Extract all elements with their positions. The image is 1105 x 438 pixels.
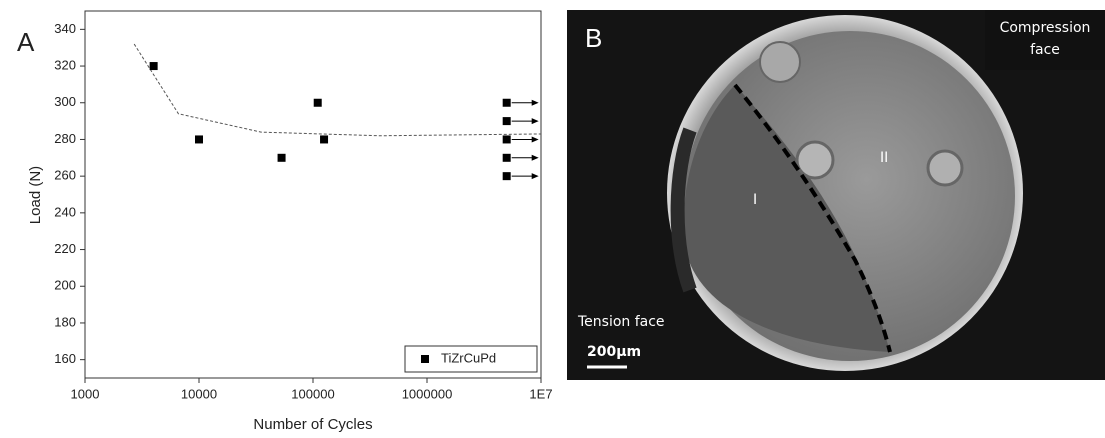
data-point xyxy=(502,135,511,144)
y-tick-label: 160 xyxy=(54,351,76,366)
legend-marker xyxy=(421,355,429,363)
legend-label: TiZrCuPd xyxy=(441,350,496,365)
y-tick-label: 180 xyxy=(54,314,76,329)
fit-line xyxy=(133,43,542,137)
surface-feature xyxy=(795,140,835,180)
label-box xyxy=(985,10,1105,70)
y-tick-label: 260 xyxy=(54,168,76,183)
panel-letter: A xyxy=(17,27,35,57)
runout-arrowhead xyxy=(531,173,539,180)
data-point xyxy=(320,135,329,144)
surface-feature xyxy=(759,41,801,83)
scale-bar-label: 200µm xyxy=(587,344,641,360)
data-point xyxy=(502,153,511,162)
x-tick-label: 100000 xyxy=(291,386,334,401)
x-tick-label: 1E7 xyxy=(529,386,552,401)
y-tick-label: 340 xyxy=(54,21,76,36)
region-label: II xyxy=(880,150,888,166)
surface-feature xyxy=(926,149,964,187)
y-tick-label: 280 xyxy=(54,131,76,146)
data-point xyxy=(502,117,511,126)
compression-label: face xyxy=(1030,42,1060,58)
shadow-edge xyxy=(670,127,697,293)
data-point xyxy=(502,172,511,181)
runout-arrowhead xyxy=(531,136,539,143)
data-point xyxy=(313,98,322,107)
boundary-dashed xyxy=(733,83,892,353)
y-tick-label: 320 xyxy=(54,57,76,72)
micrograph: Compression face I II Tension face 200µm… xyxy=(567,10,1105,380)
y-tick-label: 220 xyxy=(54,241,76,256)
runout-arrowhead xyxy=(531,154,539,161)
y-tick-label: 200 xyxy=(54,278,76,293)
region-label: I xyxy=(753,192,757,208)
tension-label: Tension face xyxy=(577,314,665,330)
data-point xyxy=(502,98,511,107)
x-tick-label: 10000 xyxy=(181,386,217,401)
region-one xyxy=(683,85,890,352)
x-tick-label: 1000 xyxy=(71,386,100,401)
data-point xyxy=(195,135,203,144)
y-tick-label: 240 xyxy=(54,204,76,219)
y-tick-label: 300 xyxy=(54,94,76,109)
data-point xyxy=(277,153,286,162)
x-axis-title: Number of Cycles xyxy=(253,416,372,433)
y-axis-title: Load (N) xyxy=(27,166,44,224)
x-tick-label: 1000000 xyxy=(402,386,453,401)
runout-arrowhead xyxy=(531,118,539,125)
data-point xyxy=(149,62,158,71)
runout-arrowhead xyxy=(531,99,539,106)
panel-letter: B xyxy=(585,23,602,53)
chart-panel: A Number of Cycles Load (N) 1000 10000 100… xyxy=(17,10,553,433)
compression-label: Compression xyxy=(1000,20,1091,36)
